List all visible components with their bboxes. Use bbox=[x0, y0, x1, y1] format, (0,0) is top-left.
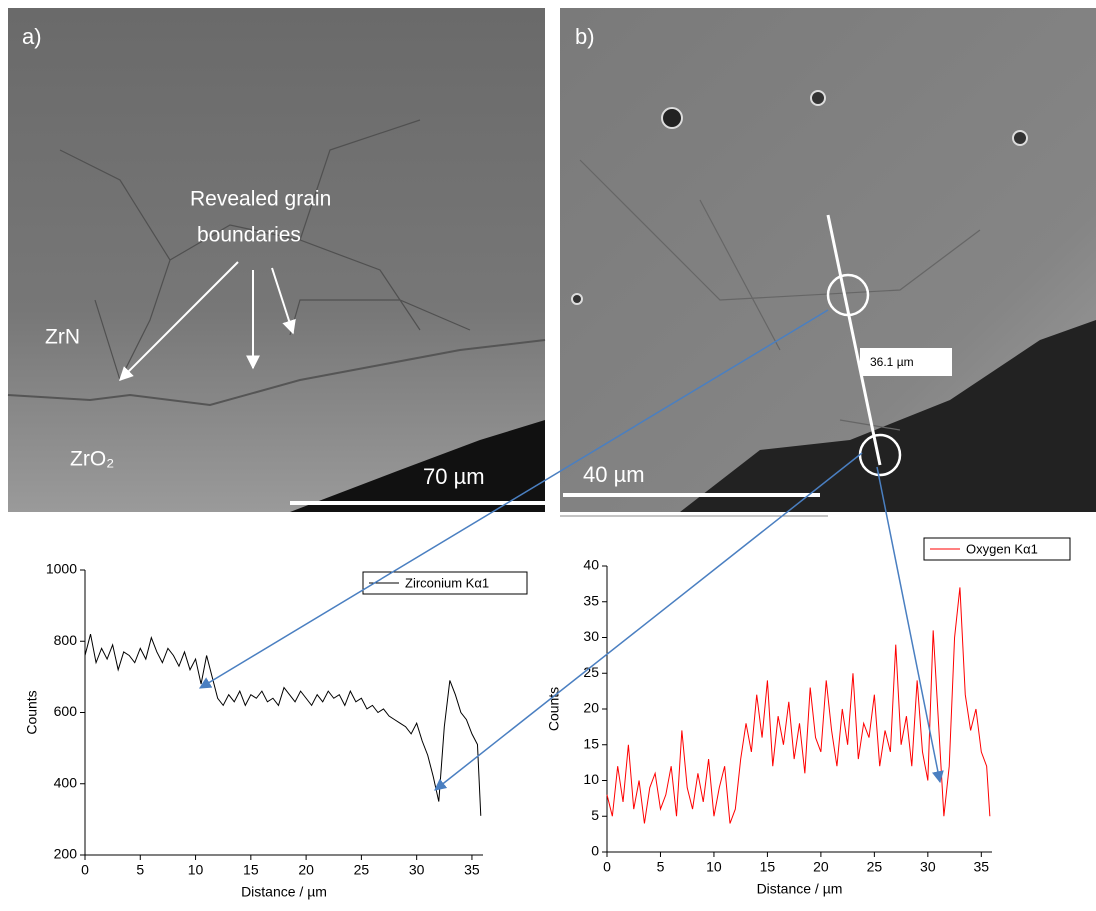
phase-label: ZrO₂ bbox=[70, 448, 114, 471]
x-tick-label: 0 bbox=[81, 862, 89, 878]
y-tick-label: 35 bbox=[583, 592, 599, 608]
y-tick-label: 400 bbox=[54, 774, 78, 790]
scale-bar-label: 70 µm bbox=[423, 464, 485, 489]
y-tick-label: 40 bbox=[583, 557, 599, 573]
panel-label: a) bbox=[22, 24, 42, 49]
legend-label: Oxygen Kα1 bbox=[966, 541, 1038, 556]
x-tick-label: 10 bbox=[188, 862, 204, 878]
y-tick-label: 25 bbox=[583, 664, 599, 680]
y-tick-label: 15 bbox=[583, 735, 599, 751]
arrows bbox=[198, 309, 944, 791]
y-axis-label: Counts bbox=[546, 687, 562, 731]
y-tick-label: 0 bbox=[591, 843, 599, 859]
y-tick-label: 5 bbox=[591, 807, 599, 823]
legend-box bbox=[362, 571, 528, 595]
y-tick-label: 20 bbox=[583, 700, 599, 716]
annotation: boundaries bbox=[197, 224, 301, 247]
x-tick-label: 5 bbox=[136, 862, 144, 878]
x-tick-label: 10 bbox=[706, 859, 722, 875]
y-tick-label: 10 bbox=[583, 771, 599, 787]
x-tick-label: 20 bbox=[298, 862, 314, 878]
legend-box bbox=[923, 537, 1071, 561]
x-axis-label: Distance / µm bbox=[241, 884, 327, 900]
y-tick-label: 30 bbox=[583, 628, 599, 644]
x-tick-label: 30 bbox=[920, 859, 936, 875]
x-tick-label: 35 bbox=[974, 859, 990, 875]
length-label: 36.1 µm bbox=[870, 355, 914, 369]
panel-label: b) bbox=[575, 24, 595, 49]
y-tick-label: 200 bbox=[54, 846, 78, 862]
data-line bbox=[606, 587, 991, 824]
x-tick-label: 25 bbox=[354, 862, 370, 878]
sem-image-a: a) Revealed grain boundaries ZrN ZrO₂ 70… bbox=[7, 8, 546, 512]
phase-label: ZrN bbox=[45, 326, 80, 349]
scale-bar-label: 40 µm bbox=[583, 462, 645, 487]
x-tick-label: 15 bbox=[760, 859, 776, 875]
x-tick-label: 5 bbox=[657, 859, 665, 875]
x-tick-label: 25 bbox=[867, 859, 883, 875]
x-tick-label: 0 bbox=[603, 859, 611, 875]
x-tick-label: 30 bbox=[409, 862, 425, 878]
y-axis-label: Counts bbox=[24, 690, 40, 734]
data-line bbox=[84, 633, 482, 816]
y-tick-label: 800 bbox=[54, 632, 78, 648]
y-tick-label: 1000 bbox=[46, 561, 77, 577]
annotation: Revealed grain bbox=[190, 188, 331, 211]
sem-image-b: 36.1 µm b) 40 µm bbox=[560, 8, 1096, 517]
chart: 200 400 600 800 1000 0 5 10 15 20 25 30 35 Distance /… bbox=[24, 561, 528, 900]
chart: 0 5 10 15 20 25 30 35 40 0 5 10 15 20 25 30 35 Distance /… bbox=[546, 537, 1071, 897]
x-axis-label: Distance / µm bbox=[757, 881, 843, 897]
x-tick-label: 20 bbox=[813, 859, 829, 875]
y-tick-label: 600 bbox=[54, 703, 78, 719]
x-tick-label: 35 bbox=[464, 862, 480, 878]
legend-label: Zirconium Kα1 bbox=[405, 575, 489, 590]
x-tick-label: 15 bbox=[243, 862, 259, 878]
